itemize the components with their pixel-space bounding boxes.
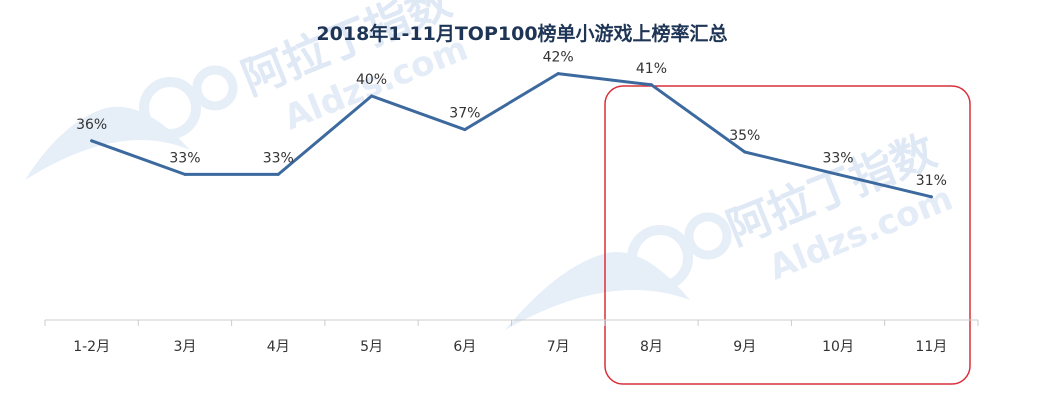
data-label: 37% [449, 106, 480, 122]
data-point [183, 172, 187, 176]
data-label: 41% [636, 61, 667, 77]
watermark: 阿拉丁指数 Aldzs.com 阿拉丁指数 Aldzs.com [25, 0, 958, 330]
data-label: 31% [916, 173, 947, 189]
watermark-logo-swoosh [25, 106, 190, 180]
watermark-logo-ring [139, 77, 201, 139]
x-tick-label: 6月 [453, 339, 476, 355]
watermark-logo-ring-2 [684, 212, 732, 260]
x-tick-label: 5月 [360, 339, 383, 355]
data-point [929, 195, 933, 199]
data-point [90, 139, 94, 143]
x-tick-label: 11月 [915, 339, 947, 355]
chart-title: 2018年1-11月TOP100榜单小游戏上榜率汇总 [316, 22, 727, 45]
watermark-logo-ring-2 [192, 65, 238, 111]
x-tick-label: 4月 [267, 339, 290, 355]
series-line [90, 72, 933, 199]
watermark-logo-right [505, 212, 732, 330]
data-label: 42% [543, 50, 574, 66]
data-label: 33% [822, 150, 853, 166]
watermark-logo-ring [627, 225, 693, 291]
data-point [276, 172, 280, 176]
x-tick-label: 10月 [822, 339, 854, 355]
data-point [836, 172, 840, 176]
data-label: 35% [729, 128, 760, 144]
data-point [370, 94, 374, 98]
data-labels: 36% 33% 33% 40% 37% 42% 41% 35% 33% 31% [76, 50, 947, 189]
x-tick-label: 7月 [547, 339, 570, 355]
data-label: 40% [356, 72, 387, 88]
highlight-box [604, 85, 971, 385]
x-tick-label: 3月 [173, 339, 196, 355]
x-axis-tick-labels: 1-2月 3月 4月 5月 6月 7月 8月 9月 10月 11月 [73, 339, 947, 355]
data-label: 33% [169, 150, 200, 166]
data-label: 33% [263, 150, 294, 166]
watermark-logo-swoosh [505, 252, 690, 330]
data-point [463, 128, 467, 132]
data-points [90, 72, 933, 199]
data-point [556, 72, 560, 76]
x-tick-label: 9月 [733, 339, 756, 355]
data-point [649, 83, 653, 87]
x-tick-label: 8月 [640, 339, 663, 355]
x-axis-ticks [44, 320, 979, 326]
watermark-logo-left [25, 65, 238, 180]
data-label: 36% [76, 117, 107, 133]
x-tick-label: 1-2月 [73, 339, 110, 355]
data-point [743, 150, 747, 154]
